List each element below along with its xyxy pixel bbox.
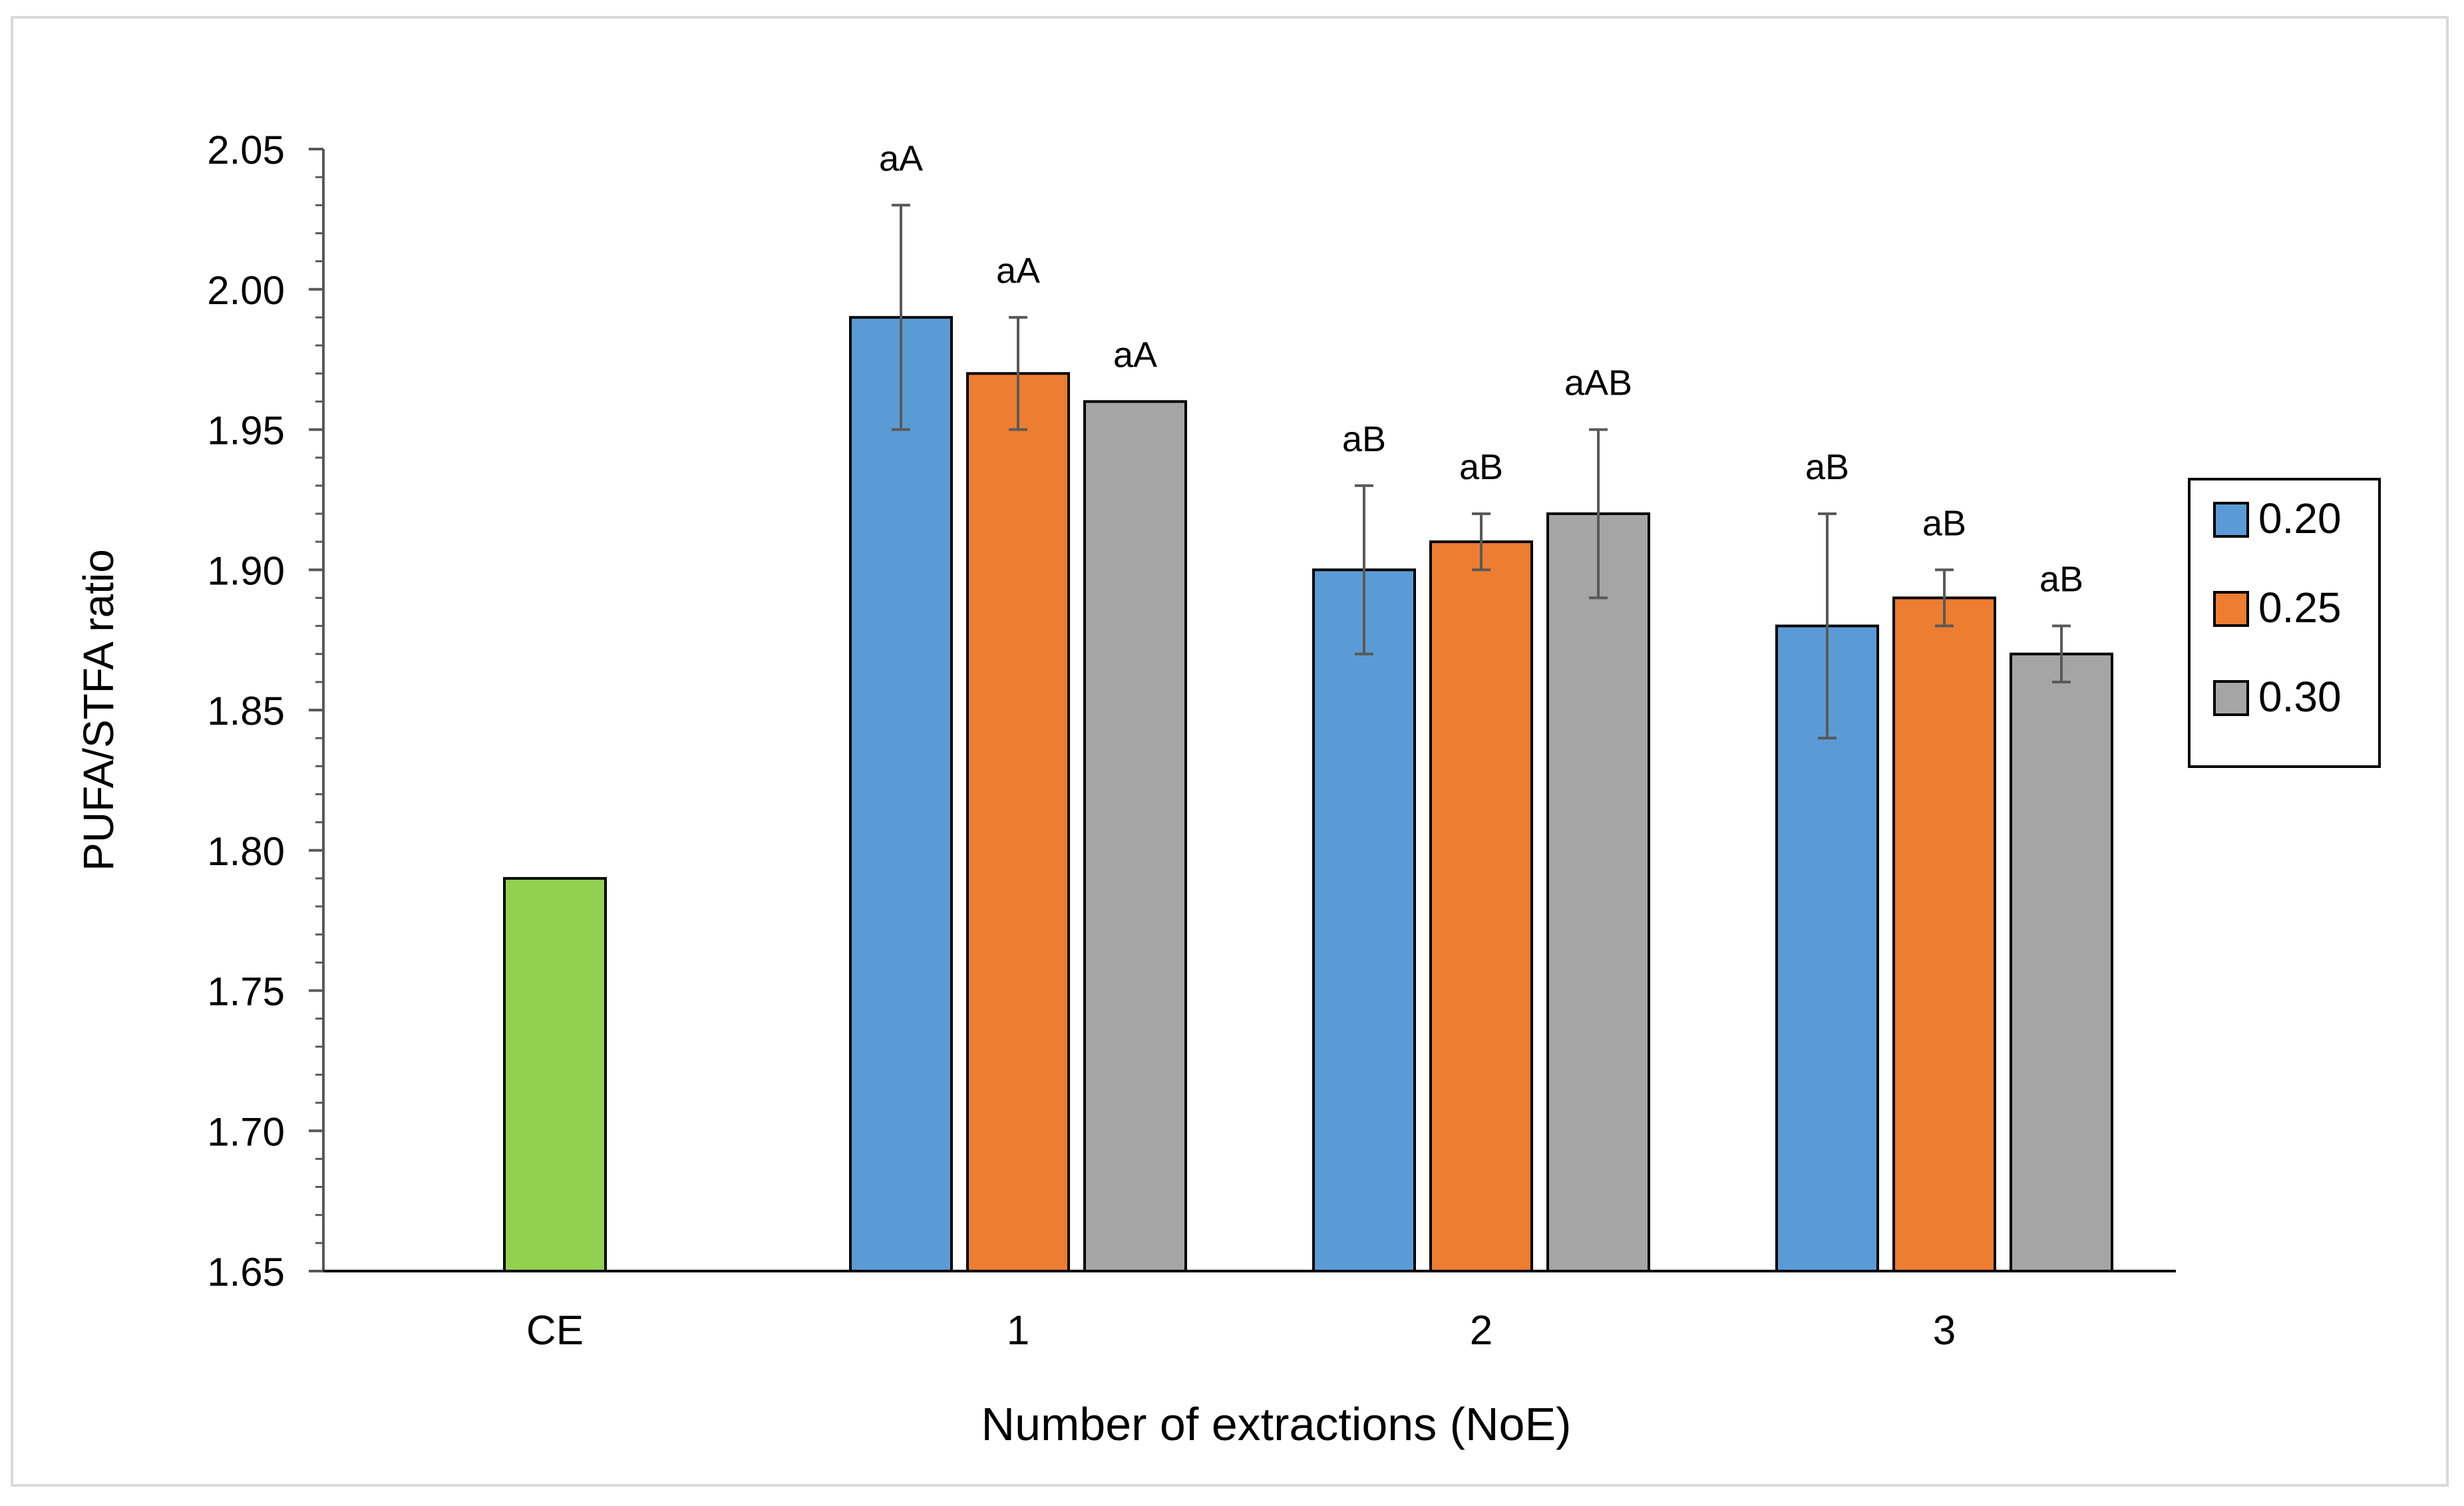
bar-0.25-1 [966, 372, 1070, 1273]
x-tick-label: CE [526, 1308, 584, 1354]
y-tick-label: 1.95 [207, 409, 285, 453]
bar-0.30-3 [2010, 652, 2113, 1272]
y-tick-label: 2.05 [207, 128, 285, 172]
legend-swatch-0.25 [2213, 591, 2249, 627]
legend-label: 0.30 [2258, 673, 2342, 721]
significance-label: aA [996, 251, 1040, 291]
y-tick-label: 1.85 [207, 689, 285, 733]
bar-0.25-3 [1892, 596, 1996, 1272]
x-tick-label: 2 [1470, 1308, 1493, 1354]
legend-label: 0.25 [2258, 584, 2342, 632]
bar-0.30-1 [1083, 400, 1187, 1272]
legend-swatch-0.20 [2213, 502, 2249, 538]
x-axis-title: Number of extractions (NoE) [981, 1398, 1572, 1450]
bar-0.30-2 [1546, 512, 1650, 1273]
x-axis-tick-labels: CE 1 2 3 [526, 1308, 1956, 1354]
bar-control-CE [503, 876, 607, 1272]
y-axis-title: PUFA/STFA ratio [75, 549, 122, 871]
y-tick-label: 1.80 [207, 829, 285, 874]
y-tick-label: 1.65 [207, 1250, 285, 1294]
legend-swatch-0.30 [2213, 680, 2249, 716]
legend-label: 0.20 [2258, 494, 2342, 542]
significance-label: aB [1922, 503, 1966, 543]
y-tick-label: 1.75 [207, 970, 285, 1014]
significance-label: aB [2039, 560, 2083, 600]
bar-0.20-2 [1312, 568, 1416, 1272]
bar-chart: 1.651.701.751.801.851.901.952.002.05 aAa… [75, 128, 2381, 1450]
bars [503, 315, 2113, 1273]
bar-0.25-2 [1429, 540, 1533, 1272]
significance-label: aAB [1564, 363, 1632, 403]
y-axis-ticks: 1.65 1.70 1.75 1.80 1.85 1.90 1.95 2.00 2.05 [207, 128, 323, 1294]
error-bars [892, 204, 2071, 740]
significance-label: aA [1113, 335, 1157, 375]
significance-label: aB [1459, 447, 1503, 487]
y-tick-label: 1.70 [207, 1109, 285, 1154]
significance-label: aB [1342, 419, 1386, 459]
y-tick-label: 2.00 [207, 268, 285, 313]
chart-frame: 1.65 1.70 1.75 1.80 1.85 1.90 1.95 2.00 2.05 aA a… [11, 16, 2449, 1487]
significance-label: aA [879, 138, 923, 178]
significance-label: aB [1805, 447, 1849, 487]
significance-labels: aA aB aB aA aB aB aA aAB aB [879, 138, 2083, 599]
bar-0.20-1 [849, 315, 953, 1272]
y-tick-label: 1.90 [207, 548, 285, 593]
x-tick-label: 3 [1933, 1308, 1956, 1354]
legend: 0.20 0.25 0.30 [2188, 478, 2381, 768]
x-tick-label: 1 [1007, 1308, 1029, 1354]
